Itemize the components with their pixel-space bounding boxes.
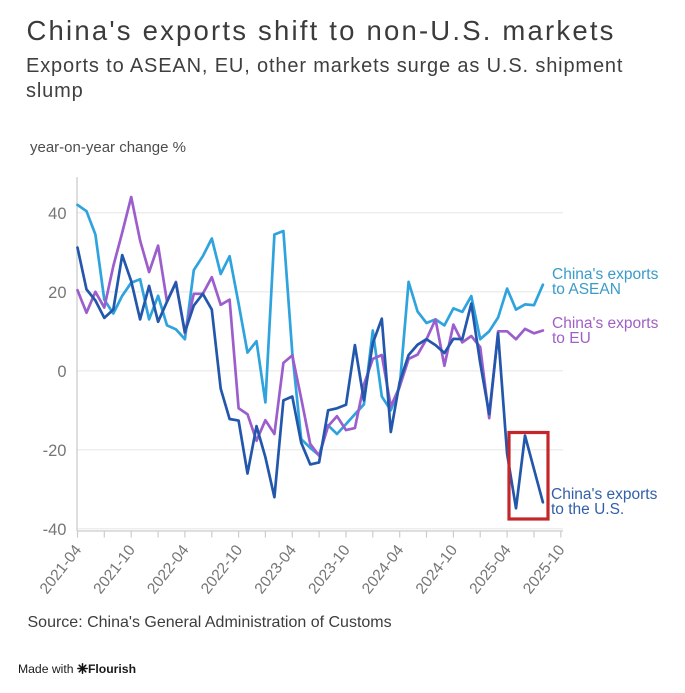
svg-text:2021-10: 2021-10 xyxy=(90,542,139,598)
svg-text:0: 0 xyxy=(57,363,66,381)
svg-text:2023-04: 2023-04 xyxy=(252,542,301,598)
svg-text:40: 40 xyxy=(48,205,66,223)
svg-text:2022-04: 2022-04 xyxy=(144,542,193,598)
svg-text:2025-10: 2025-10 xyxy=(520,542,569,598)
svg-text:2025-04: 2025-04 xyxy=(466,542,515,598)
svg-text:2021-04: 2021-04 xyxy=(37,542,86,598)
svg-text:2024-10: 2024-10 xyxy=(413,542,462,598)
svg-text:-40: -40 xyxy=(43,521,67,539)
svg-text:20: 20 xyxy=(48,284,66,302)
svg-text:-20: -20 xyxy=(43,442,67,460)
svg-text:2022-10: 2022-10 xyxy=(198,542,247,598)
svg-text:2024-04: 2024-04 xyxy=(359,542,408,598)
svg-text:2023-10: 2023-10 xyxy=(305,542,354,598)
